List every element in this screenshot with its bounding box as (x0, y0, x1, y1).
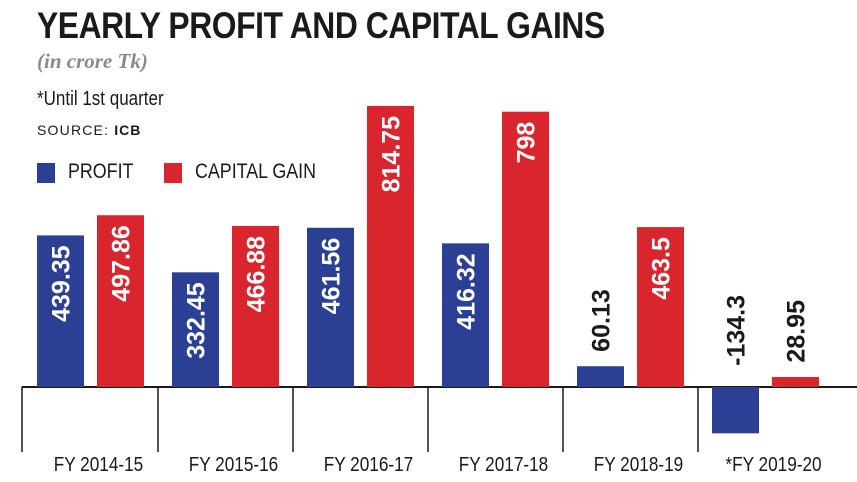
bar-capital-gain (772, 377, 819, 387)
data-label-profit: 60.13 (588, 289, 616, 352)
bar-profit (442, 243, 489, 387)
data-label-profit: -134.3 (723, 295, 751, 366)
bar-profit (172, 272, 219, 387)
data-label-capital-gain: 28.95 (783, 300, 811, 363)
bar-capital-gain (637, 227, 684, 387)
legend-swatch-capital-gain (164, 163, 182, 183)
bar-profit (307, 227, 354, 387)
x-tick-label: *FY 2019-20 (725, 453, 821, 476)
data-label-capital-gain: 798 (513, 122, 541, 164)
data-label-capital-gain: 497.86 (108, 225, 136, 301)
source-prefix: SOURCE: (37, 122, 110, 138)
data-label-capital-gain: 466.88 (243, 236, 271, 313)
bar-profit (712, 387, 759, 434)
x-tick-label: FY 2016-17 (324, 453, 414, 476)
data-label-profit: 461.56 (318, 238, 346, 314)
x-tick-label: FY 2017-18 (459, 453, 549, 476)
chart-title: YEARLY PROFIT AND CAPITAL GAINS (37, 5, 605, 46)
bar-capital-gain (367, 105, 414, 387)
data-label-profit: 416.32 (453, 253, 481, 329)
footnote: *Until 1st quarter (37, 88, 164, 110)
data-label-capital-gain: 463.5 (648, 237, 676, 300)
bar-capital-gain (502, 111, 549, 387)
data-label-capital-gain: 814.75 (378, 116, 406, 193)
bar-profit (37, 235, 84, 387)
source-name: ICB (114, 122, 142, 138)
bar-profit (577, 366, 624, 387)
bar-capital-gain (97, 215, 144, 387)
data-label-profit: 332.45 (183, 282, 211, 359)
x-tick-label: FY 2014-15 (54, 453, 144, 476)
x-tick-label: FY 2015-16 (189, 453, 279, 476)
legend-label-profit: PROFIT (68, 160, 134, 183)
legend-label-capital-gain: CAPITAL GAIN (195, 160, 317, 183)
chart-subtitle: (in crore Tk) (37, 49, 148, 73)
data-label-profit: 439.35 (48, 245, 76, 322)
bar-capital-gain (232, 225, 279, 387)
source-line: SOURCE: ICB (37, 122, 141, 138)
x-tick-label: FY 2018-19 (594, 453, 684, 476)
legend-swatch-profit (37, 163, 55, 183)
